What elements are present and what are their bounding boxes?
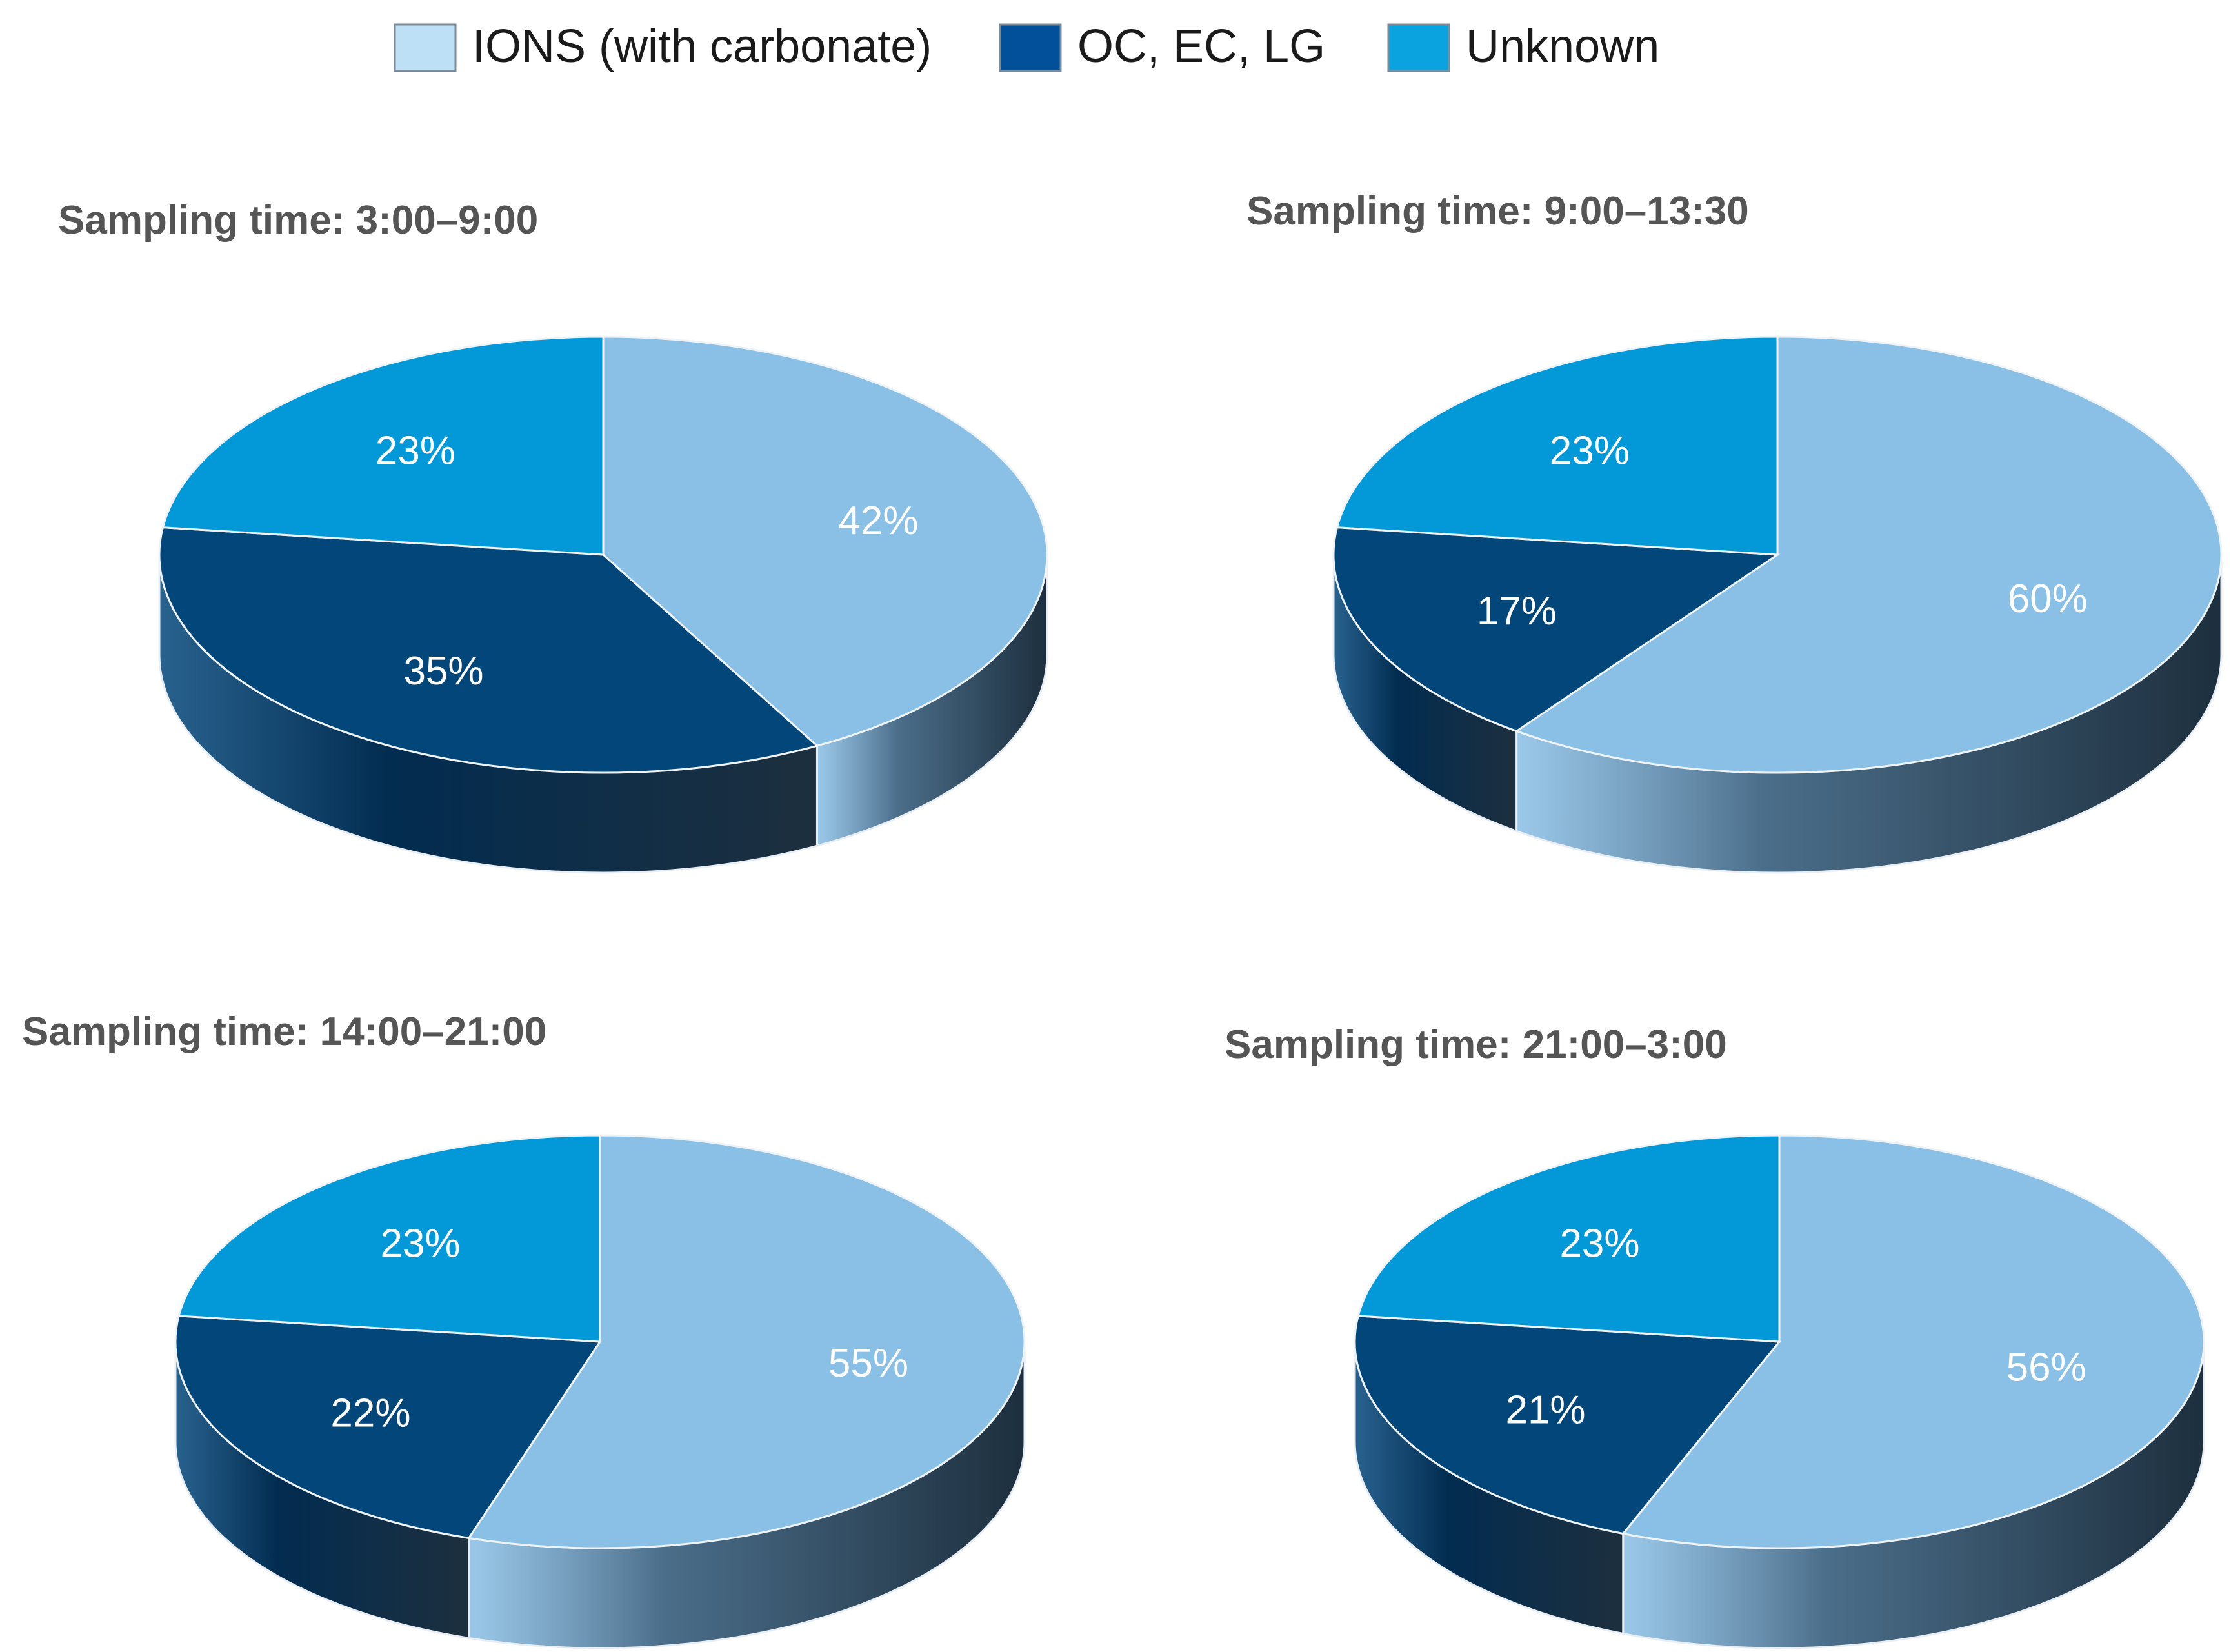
pie-2-slice-unknown (1335, 335, 1779, 556)
legend-swatch-unknown (1387, 23, 1450, 72)
pie-2-label-ions: 60% (2008, 577, 2088, 621)
panel-title-2: Sampling time: 9:00–13:30 (1246, 189, 1749, 234)
pie-1-slice-oc-ec-lg (158, 526, 819, 774)
panel-title-1: Sampling time: 3:00–9:00 (58, 198, 538, 243)
pie-1-slice-unknown (161, 335, 605, 556)
legend-label-unknown: Unknown (1466, 21, 1659, 72)
pie-chart-1: 42% 35% 23% (158, 335, 1048, 874)
pie-4-label-oc-ec-lg: 21% (1505, 1388, 1585, 1432)
panel-title-3: Sampling time: 14:00–21:00 (22, 1010, 546, 1054)
pie-2-slice-ions (1514, 335, 2223, 774)
pie-2-label-unknown: 23% (1550, 429, 1630, 473)
pie-3-label-oc-ec-lg: 22% (330, 1391, 410, 1436)
legend-label-ions: IONS (with carbonate) (472, 21, 932, 72)
pie-4-slice-unknown (1357, 1134, 1781, 1343)
pie-3-slice-unknown (177, 1134, 601, 1343)
pie-2-slice-oc-ec-lg (1332, 526, 1781, 733)
pie-4-label-ions: 56% (2006, 1345, 2086, 1389)
legend: IONS (with carbonate) OC, EC, LG Unknown (394, 21, 1659, 72)
legend-swatch-oc (999, 23, 1062, 72)
pie-4-label-unknown: 23% (1559, 1221, 1639, 1266)
pie-chart-4: 56% 21% 23% (1354, 1134, 2205, 1649)
pie-1-label-unknown: 23% (375, 429, 455, 473)
pie-3-slice-oc-ec-lg (174, 1315, 602, 1539)
pie-1-label-ions: 42% (838, 499, 918, 543)
pie-4-slice-oc-ec-lg (1354, 1315, 1782, 1535)
pie-chart-2: 60% 17% 23% (1332, 335, 2223, 874)
panel-title-4: Sampling time: 21:00–3:00 (1225, 1022, 1727, 1067)
pie-3-slice-ions (467, 1134, 1026, 1549)
pie-1-slice-ions (602, 335, 1048, 747)
legend-label-oc: OC, EC, LG (1077, 21, 1325, 72)
pie-4-slice-ions (1621, 1134, 2205, 1549)
pie-3-label-ions: 55% (828, 1341, 908, 1386)
pie-3-label-unknown: 23% (380, 1221, 460, 1266)
pie-chart-3: 55% 22% 23% (174, 1134, 1026, 1649)
pie-2-label-oc-ec-lg: 17% (1477, 589, 1557, 633)
pie-1-label-oc-ec-lg: 35% (403, 649, 483, 693)
legend-swatch-ions (394, 23, 457, 72)
